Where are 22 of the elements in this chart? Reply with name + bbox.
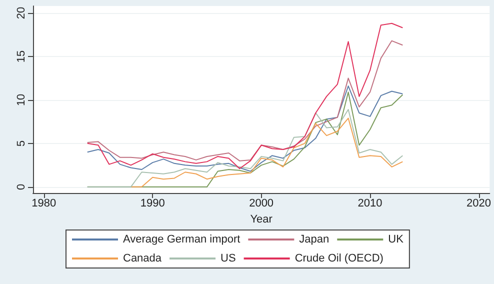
legend-label: Crude Oil (OECD) (294, 252, 384, 264)
legend-label: Average German import (123, 234, 240, 246)
x-tick-label: 2000 (249, 198, 274, 210)
legend-label: Japan (299, 234, 330, 246)
line-series (86, 109, 404, 188)
y-tick-label: 5 (16, 140, 28, 146)
y-tick-label: 10 (16, 94, 28, 106)
legend-label: US (220, 252, 236, 264)
y-tick-label: 15 (16, 50, 28, 63)
y-tick-label: 20 (16, 6, 28, 20)
line-series (130, 118, 404, 188)
x-tick-label: 2020 (466, 198, 492, 210)
legend-label: Canada (123, 252, 162, 264)
y-tick-label: 0 (16, 184, 28, 190)
x-axis-title: Year (250, 213, 273, 226)
line-series (86, 22, 404, 170)
x-tick-label: 1990 (140, 198, 165, 210)
x-tick-label: 2010 (358, 198, 382, 210)
line-series (86, 40, 404, 162)
x-tick-label: 1980 (32, 198, 56, 210)
line-series (86, 86, 404, 172)
legend-label: UK (388, 234, 404, 246)
